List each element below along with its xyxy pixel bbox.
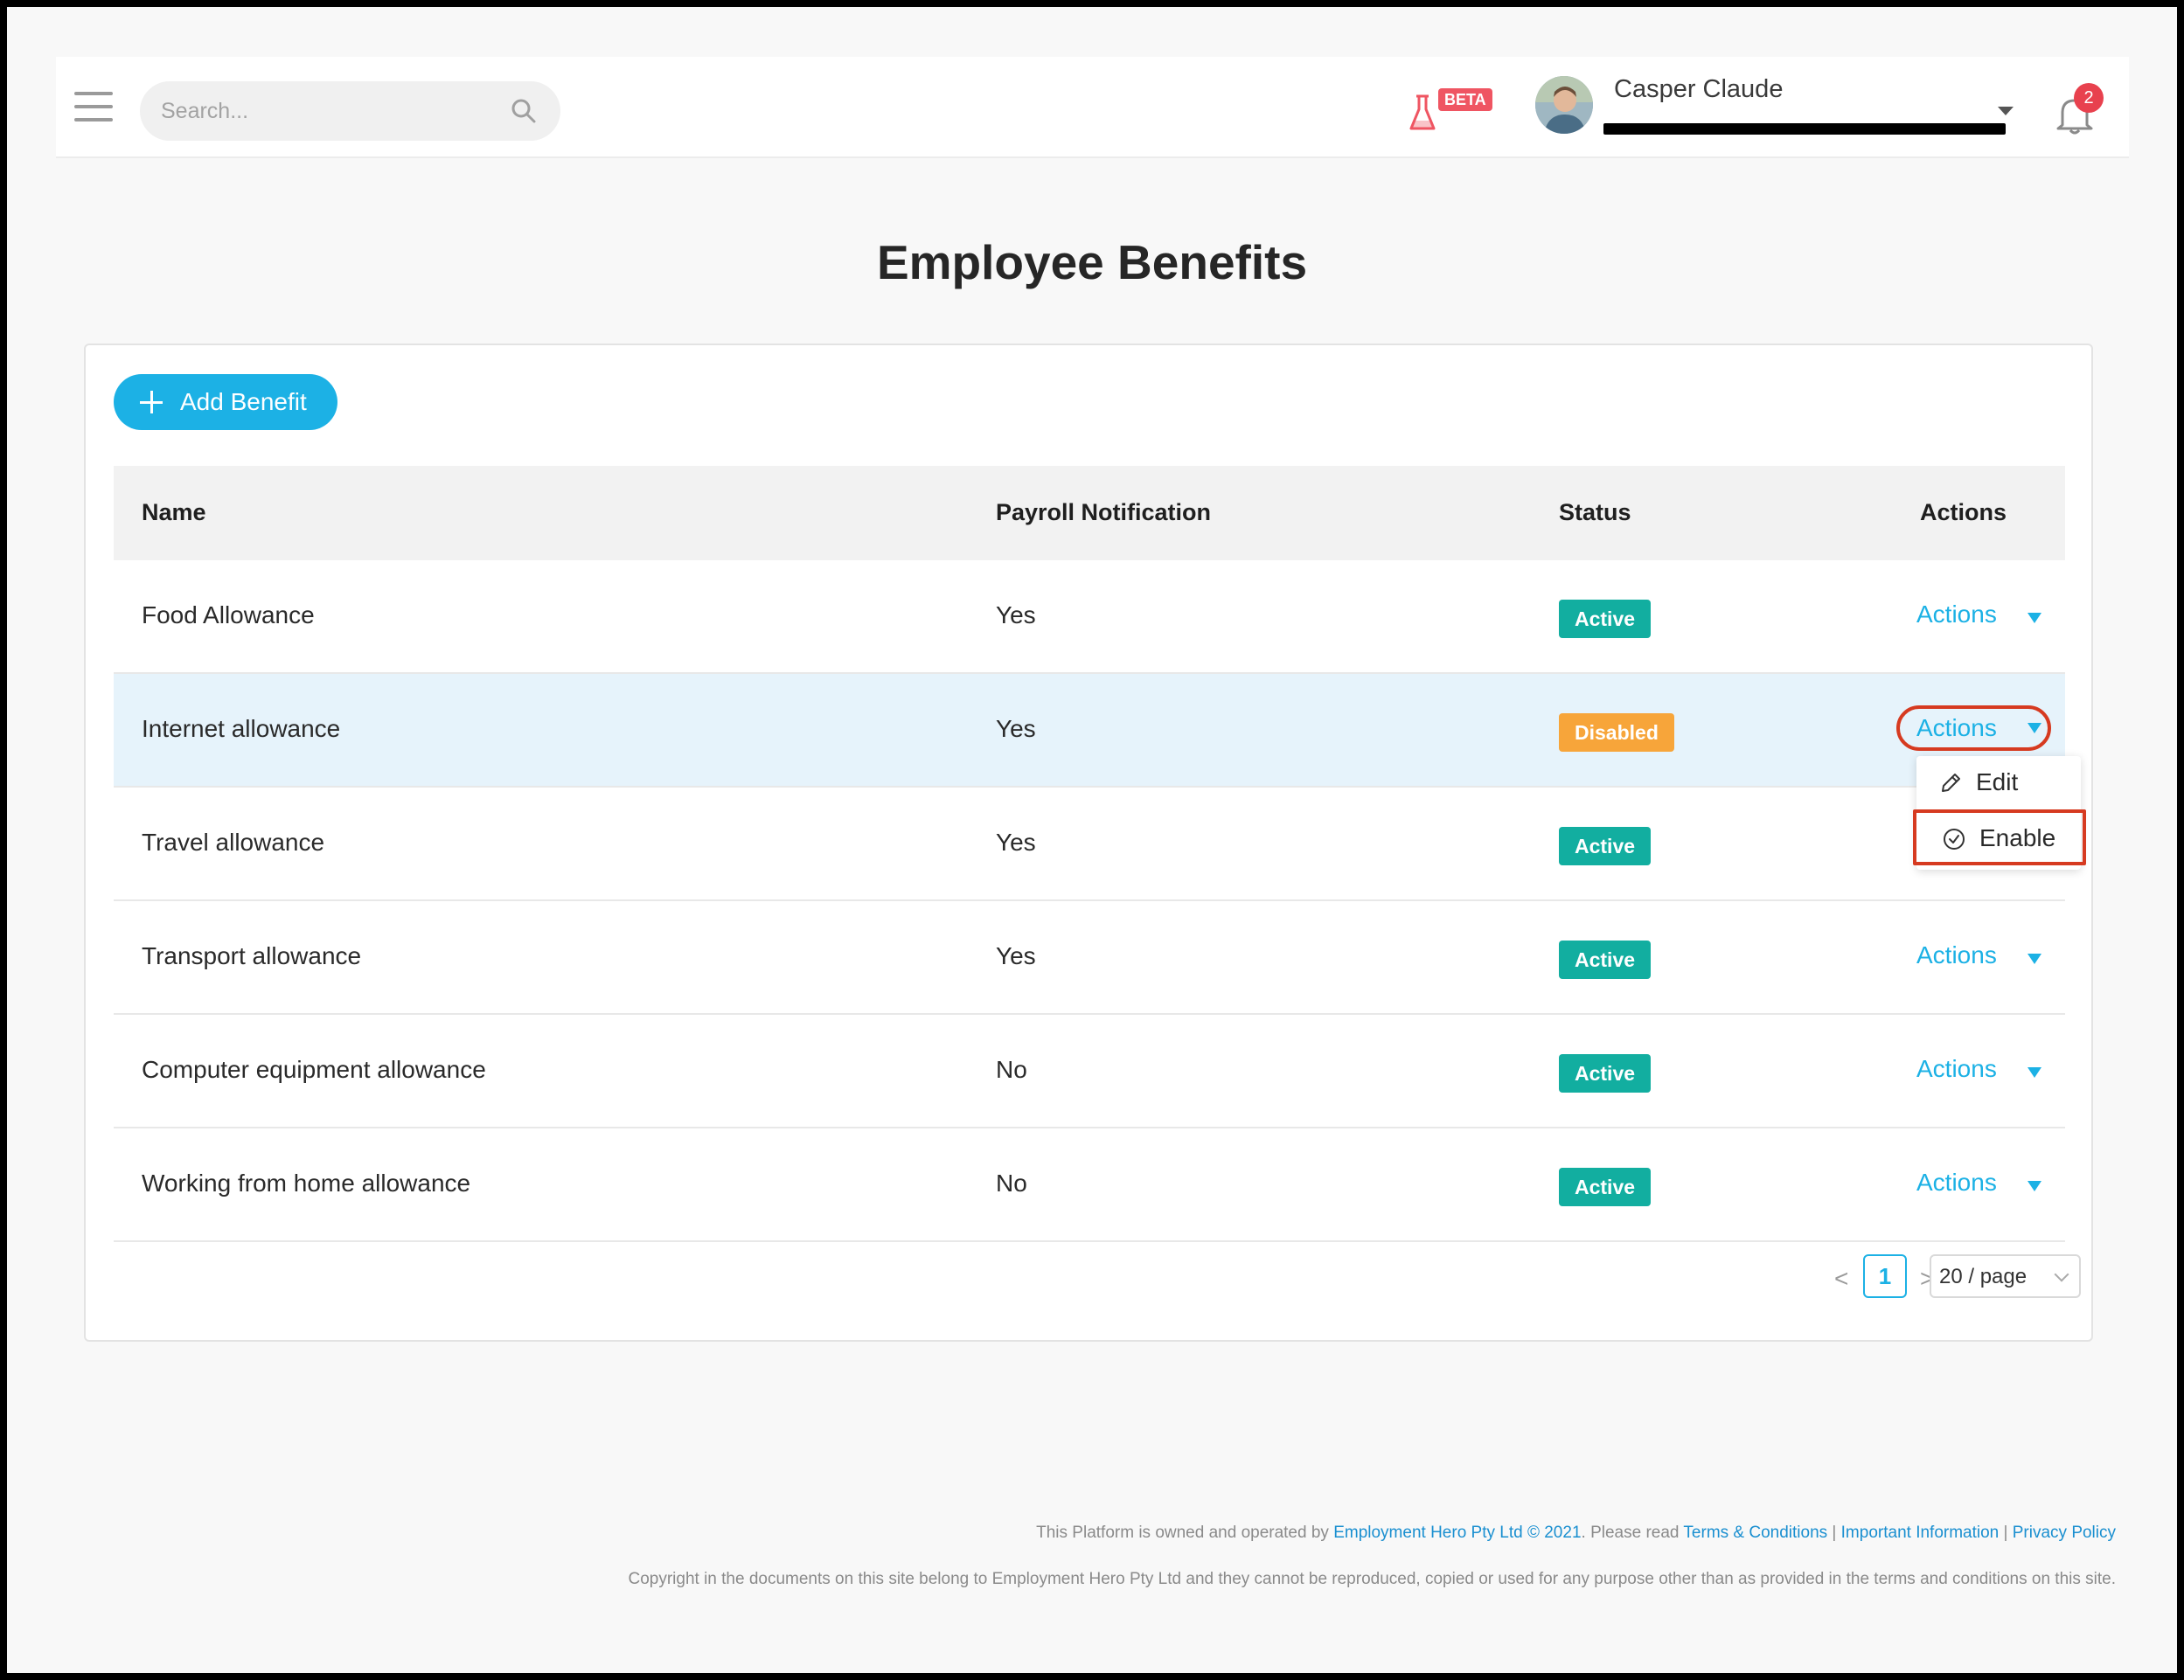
actions-dropdown[interactable]: Actions: [1916, 600, 2041, 635]
add-benefit-label: Add Benefit: [180, 388, 307, 415]
table-row: Travel allowance Yes Active: [114, 788, 2065, 901]
actions-label: Actions: [1916, 1169, 1997, 1196]
add-benefit-button[interactable]: Add Benefit: [114, 374, 337, 430]
check-circle-icon: [1944, 829, 1965, 850]
beta-badge: BETA: [1438, 88, 1492, 111]
caret-down-icon: [2028, 723, 2041, 733]
actions-dropdown[interactable]: Actions: [1916, 1055, 2041, 1090]
menu-icon[interactable]: [74, 92, 113, 121]
redacted-email: [1603, 123, 2006, 135]
search-icon[interactable]: [510, 97, 538, 125]
status-badge: Disabled: [1559, 713, 1674, 752]
payroll-notification: Yes: [996, 829, 1036, 856]
payroll-notification: No: [996, 1056, 1027, 1083]
page-size-select[interactable]: 20 / page: [1930, 1254, 2081, 1298]
header-actions: Actions: [1920, 499, 2007, 525]
footer-owned-text: This Platform is owned and operated by: [1036, 1524, 1334, 1542]
benefit-name: Internet allowance: [142, 715, 341, 742]
page-title: Employee Benefits: [876, 235, 1308, 289]
payroll-notification: No: [996, 1170, 1027, 1197]
table-row: Computer equipment allowance No Active A…: [114, 1015, 2065, 1128]
pencil-icon: [1942, 774, 1960, 792]
chevron-down-icon: [2054, 1267, 2069, 1282]
actions-dropdown-open[interactable]: Actions: [1896, 705, 2051, 751]
top-header: BETA Casper Claude 2: [56, 57, 2129, 158]
payroll-notification: Yes: [996, 715, 1036, 742]
status-badge: Active: [1559, 1168, 1652, 1206]
actions-menu: Edit Enable: [1913, 756, 2086, 870]
table-row: Transport allowance Yes Active Actions: [114, 901, 2065, 1015]
user-name[interactable]: Casper Claude: [1614, 75, 1784, 103]
footer-privacy-link[interactable]: Privacy Policy: [2012, 1524, 2116, 1542]
status-badge: Active: [1559, 941, 1652, 979]
caret-down-icon: [2028, 954, 2041, 964]
payroll-notification: Yes: [996, 601, 1036, 628]
avatar[interactable]: [1535, 76, 1593, 134]
header-status: Status: [1559, 499, 1631, 525]
search-box: [140, 81, 560, 141]
menu-item-edit-label: Edit: [1976, 768, 2019, 795]
benefit-name: Food Allowance: [142, 601, 315, 628]
pagination-page-1[interactable]: 1: [1863, 1254, 1907, 1298]
search-input[interactable]: [161, 81, 493, 141]
header-payroll: Payroll Notification: [996, 499, 1212, 525]
caret-down-icon: [2028, 613, 2041, 623]
app-frame: BETA Casper Claude 2 Employee Benefits: [7, 7, 2177, 1673]
benefit-name: Computer equipment allowance: [142, 1056, 486, 1083]
status-badge: Active: [1559, 827, 1652, 865]
menu-item-enable[interactable]: Enable: [1913, 809, 2086, 865]
beta-labs[interactable]: BETA: [1408, 88, 1499, 132]
notification-count-badge: 2: [2074, 83, 2104, 113]
plus-icon: [140, 391, 163, 413]
caret-down-icon: [2028, 1181, 2041, 1191]
actions-dropdown[interactable]: Actions: [1916, 941, 2041, 976]
status-badge: Active: [1559, 600, 1652, 638]
status-badge: Active: [1559, 1054, 1652, 1093]
notifications-button[interactable]: 2: [2055, 83, 2104, 135]
footer-info-link[interactable]: Important Information: [1840, 1524, 2000, 1542]
actions-label: Actions: [1916, 1055, 1997, 1082]
menu-item-enable-label: Enable: [1979, 824, 2056, 851]
benefit-name: Working from home allowance: [142, 1170, 471, 1197]
benefit-name: Transport allowance: [142, 942, 362, 969]
table-row: Food Allowance Yes Active Actions: [114, 560, 2065, 674]
benefits-card: Add Benefit Name Payroll Notification St…: [84, 344, 2093, 1342]
actions-label: Actions: [1916, 600, 1997, 628]
caret-down-icon: [2028, 1067, 2041, 1078]
table-row: Internet allowance Yes Disabled Actions: [114, 674, 2065, 788]
menu-item-edit[interactable]: Edit: [1916, 756, 2081, 809]
footer-terms-link[interactable]: Terms & Conditions: [1683, 1524, 1828, 1542]
footer-copyright: Copyright in the documents on this site …: [628, 1570, 2116, 1588]
table-header: Name Payroll Notification Status Actions: [114, 466, 2065, 560]
user-menu-chevron-icon[interactable]: [1998, 107, 2014, 115]
actions-label: Actions: [1916, 941, 1997, 968]
header-name: Name: [142, 499, 206, 525]
benefit-name: Travel allowance: [142, 829, 325, 856]
actions-label: Actions: [1916, 714, 1997, 741]
footer-read-text: . Please read: [1581, 1524, 1684, 1542]
flask-icon: [1409, 94, 1436, 130]
page-size-value: 20 / page: [1939, 1265, 2028, 1288]
footer-ownership: This Platform is owned and operated by E…: [1036, 1524, 2116, 1543]
footer-company-link[interactable]: Employment Hero Pty Ltd © 2021: [1333, 1524, 1582, 1542]
pagination-prev[interactable]: <: [1834, 1265, 1849, 1292]
footer-separator: |: [1827, 1524, 1841, 1542]
payroll-notification: Yes: [996, 942, 1036, 969]
table-row: Working from home allowance No Active Ac…: [114, 1128, 2065, 1242]
footer-separator: |: [1999, 1524, 2013, 1542]
actions-dropdown[interactable]: Actions: [1916, 1169, 2041, 1204]
